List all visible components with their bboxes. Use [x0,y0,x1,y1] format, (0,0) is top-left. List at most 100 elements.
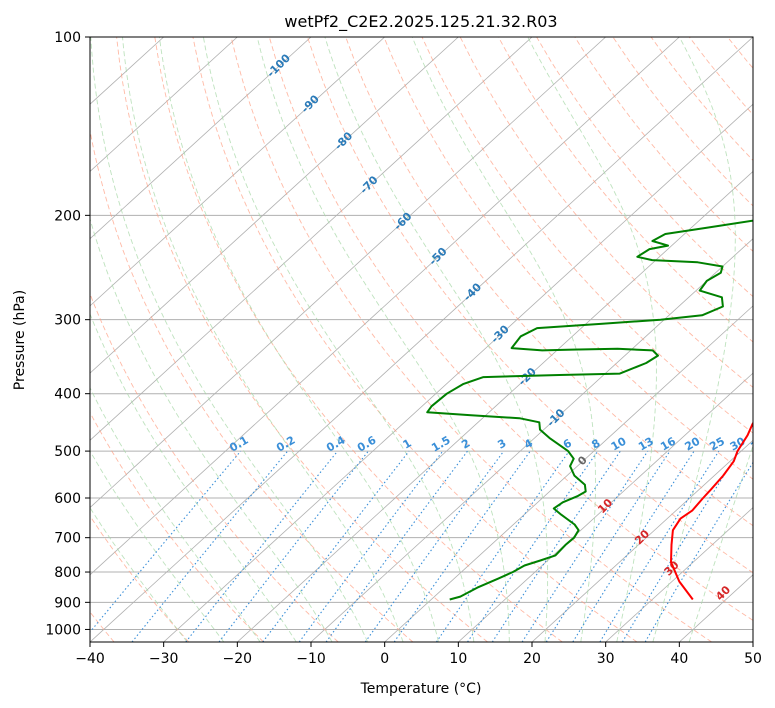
isotherm-line [90,37,753,642]
dry-adiabat-line [574,37,753,252]
isotherm-line [90,37,385,307]
isotherm-line [384,305,753,642]
isotherm-line [90,37,606,509]
mixing-ratio-line [621,450,740,642]
dry-adiabat-line [498,37,753,343]
background-lines [90,37,775,642]
y-tick-label: 900 [54,595,81,611]
x-tick-label: 20 [523,651,541,667]
moist-adiabat-line [324,37,549,642]
mixing-ratio-line [185,450,339,642]
mixing-ratio-label: 6 [561,436,574,451]
isotherm-label: -100 [264,51,293,80]
dry-adiabat-line [230,37,712,642]
mixing-ratio-line [521,450,649,642]
dry-adiabat-line [307,37,753,574]
y-tick-label: 500 [54,444,81,460]
moist-adiabat-line [652,37,736,642]
isotherm-line [237,170,753,642]
dry-adiabat-line [650,37,753,162]
dry-adiabat-line [154,37,563,642]
mixing-ratio-line [262,450,410,642]
x-tick-label: −30 [149,651,179,667]
x-tick-label: 30 [597,651,615,667]
x-tick-label: 40 [670,651,688,667]
moist-adiabat-line [158,37,439,642]
temperature-profile-line [670,421,753,601]
x-tick-label: −40 [75,651,105,667]
x-tick-label: 10 [449,651,467,667]
isotherm-label: 40 [713,583,733,603]
mixing-ratio-line [298,450,444,642]
y-tick-label: 200 [54,208,81,224]
y-tick-label: 400 [54,387,81,403]
x-tick-label: −20 [223,651,253,667]
dry-adiabat-line [116,37,488,642]
mixing-ratio-label: 36 [748,434,768,453]
chart-title: wetPf2_C2E2.2025.125.21.32.R03 [284,12,557,32]
isotherm-line [163,103,753,642]
isotherm-line [310,238,753,642]
moist-adiabat-line [90,37,369,642]
isotherm-line [90,37,312,240]
mixing-ratio-line [364,450,505,642]
isotherm-line [90,37,533,441]
y-axis-label: Pressure (hPa) [12,290,28,390]
dry-adiabat-line [536,37,753,298]
y-tick-label: 700 [54,531,81,547]
moist-adiabat-line [202,37,475,642]
isotherm-label: 20 [632,527,652,547]
mixing-ratio-line [435,450,570,642]
dry-adiabat-line [90,411,264,642]
dry-adiabat-line [345,37,753,527]
plot-frame [89,36,754,643]
y-tick-label: 1000 [45,622,81,638]
moist-adiabat-line [90,506,188,642]
isotherm-line [531,439,753,642]
moist-adiabat-line [90,450,225,642]
moist-adiabat-line [122,37,404,642]
mixing-ratio-label: 3 [495,437,508,452]
y-tick-label: 600 [54,491,81,507]
moist-adiabat-line [411,37,596,642]
mixing-ratio-label: 2 [459,437,472,452]
dry-adiabat-line [766,37,775,642]
moist-adiabat-line [256,37,510,642]
isotherm-line [605,507,753,642]
mixing-ratio-line [393,450,531,642]
mixing-ratio-line [599,450,720,642]
isotherm-line [90,37,459,374]
moist-adiabat-line [688,444,753,642]
dry-adiabat-line [90,128,414,642]
mixing-ratio-label: 8 [589,437,602,452]
x-axis-label: Temperature (°C) [360,681,482,697]
isotherm-line [90,37,238,172]
y-tick-label: 100 [54,30,81,46]
isotherm-line [752,641,753,642]
isopleth-labels: 0.1 0.2 0.4 0.6 1 1.5 2 3 4 6 8 10 13 16 20 25 30 36-100-… [227,51,768,603]
moist-adiabat-line [90,386,261,642]
dry-adiabat-line [268,37,753,621]
dry-adiabat-line [727,37,753,69]
dry-adiabat-line [90,515,190,642]
dry-adiabat-line [688,37,753,116]
x-axis: −40 −30 −20 −10 0 10 20 30 40 50 [75,642,762,667]
moist-adiabat-line [90,217,333,642]
mixing-ratio-line [572,450,695,642]
mixing-ratio-line [218,450,369,642]
x-tick-label: 0 [380,651,389,667]
mixing-ratio-line [131,450,289,642]
x-tick-label: 50 [744,651,762,667]
dry-adiabat-line [421,37,753,434]
x-tick-label: −10 [296,651,326,667]
mixing-ratio-line [325,450,468,642]
y-tick-label: 800 [54,565,81,581]
isotherm-label: 10 [595,496,615,516]
profiles [426,219,753,601]
dry-adiabat-line [192,37,638,642]
y-axis: 100 200 300 400 500 600 700 800 900 1000 [45,30,90,638]
y-tick-label: 300 [54,313,81,329]
mixing-ratio-line [90,450,242,633]
mixing-ratio-line [491,450,621,642]
